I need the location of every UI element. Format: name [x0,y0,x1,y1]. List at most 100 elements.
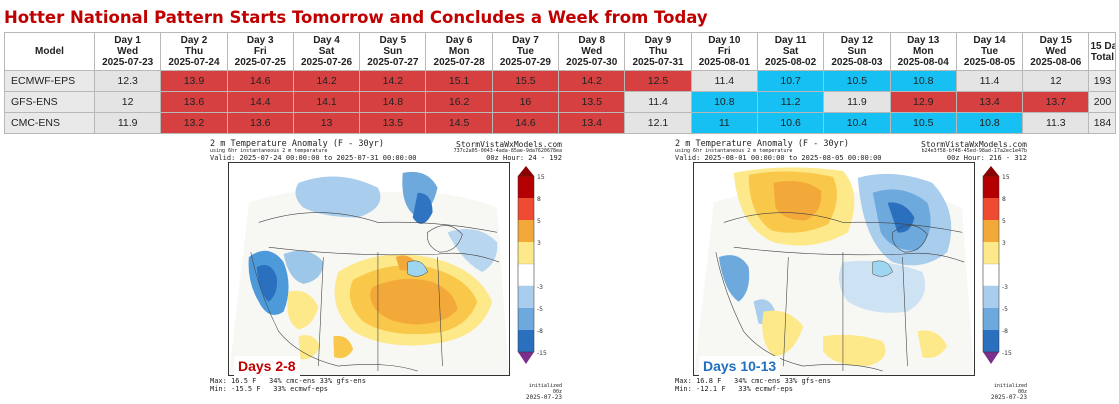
value-cell: 13 [292,112,361,134]
colorbar-tick: -15 [537,350,547,357]
value-cell: 14.6 [491,112,560,134]
value-cell: 12 [1022,70,1090,92]
map-subtitle: using 6hr instantaneous 2 m temperature [675,148,793,154]
map-title: 2 m Temperature Anomaly (F - 30yr) [675,139,849,149]
colorbar-tick: -8 [537,328,543,335]
day-column-header: Day 15 Wed 2025-08-06 [1022,32,1090,71]
model-name-cell: ECMWF-EPS [4,70,95,92]
value-cell: 13.2 [160,112,228,134]
colorbar-tick: 5 [1002,218,1006,225]
temperature-anomaly-map [228,162,510,376]
value-cell: 14.5 [425,112,493,134]
colorbar-tick: 8 [537,196,541,203]
day-column-header: Day 2 Thu 2025-07-24 [160,32,228,71]
map-panel-days-10-13: 2 m Temperature Anomaly (F - 30yr) using… [675,140,1027,402]
value-cell: 11.2 [756,91,825,113]
value-cell: 12.9 [889,91,957,113]
initialized-date: 2025-07-23 [990,394,1027,401]
map-header: 2 m Temperature Anomaly (F - 30yr) using… [675,140,1027,162]
value-cell: 10.4 [823,112,891,134]
total-column-header: 15 DayTotal [1088,32,1117,71]
value-cell: 13.6 [226,112,294,134]
map-header: 2 m Temperature Anomaly (F - 30yr) using… [210,140,562,162]
value-cell: 14.4 [226,91,294,113]
colorbar: 15 8 5 3 -3 -5 -8 -15 [982,166,1012,364]
map-min: Min: -12.1 F [675,384,726,393]
value-cell: 11.4 [955,70,1024,92]
map-footer: Max: 16.8 F 34% cmc-ens 33% gfs-ens Min:… [675,377,1027,402]
map-panel-days-2-8: 2 m Temperature Anomaly (F - 30yr) using… [210,140,562,402]
value-cell: 12.5 [624,70,692,92]
map-hour-range: Hour: 216 - 312 [963,153,1027,162]
day-column-header: Day 10 Fri 2025-08-01 [690,32,758,71]
value-cell: 12 [93,91,162,113]
map-footer: Max: 16.5 F 34% cmc-ens 33% gfs-ens Min:… [210,377,562,402]
value-cell: 12.3 [93,70,162,92]
map-hour-range: Hour: 24 - 192 [502,153,562,162]
colorbar-tick: 8 [1002,196,1006,203]
map-max: Max: 16.5 F [210,377,257,385]
initialized-run: 00z [552,388,562,395]
value-cell: 14.6 [226,70,294,92]
day-column-header: Day 3 Fri 2025-07-25 [226,32,294,71]
map-subtitle: using 6hr instantaneous 2 m temperature [210,148,328,154]
map-weights: 34% cmc-ens 33% gfs-ens [269,377,366,385]
value-cell: 14.2 [558,70,626,92]
colorbar-tick: 3 [537,240,541,247]
day-column-header: Day 9 Thu 2025-07-31 [624,32,692,71]
day-column-header: Day 4 Sat 2025-07-26 [292,32,361,71]
initialized-label: initialized [528,383,562,389]
total-cell: 184 [1088,112,1117,134]
value-cell: 16.2 [425,91,493,113]
degree-day-table: Model Day 1 Wed 2025-07-23 Day 2 Thu 2025-07… [4,32,1117,134]
value-cell: 11.9 [93,112,162,134]
value-cell: 10.8 [690,91,758,113]
map-weights: 34% cmc-ens 33% gfs-ens [734,377,831,385]
value-cell: 14.8 [359,91,427,113]
page-title: Hotter National Pattern Starts Tomorrow … [4,8,708,27]
value-cell: 14.2 [359,70,427,92]
value-cell: 10.6 [756,112,825,134]
table-row: ECMWF-EPS 12.3 13.9 14.6 14.2 14.2 15.1 … [4,70,1117,92]
model-name-cell: GFS-ENS [4,91,95,113]
value-cell: 14.2 [292,70,361,92]
total-cell: 193 [1088,70,1117,92]
value-cell: 11 [690,112,758,134]
colorbar-tick: -5 [1002,306,1008,313]
value-cell: 14.1 [292,91,361,113]
colorbar-tick: -3 [1002,284,1008,291]
map-graphic [229,163,509,375]
value-cell: 15.1 [425,70,493,92]
map-weights-2: 33% ecmwf-eps [738,384,794,393]
table-row: GFS-ENS 12 13.6 14.4 14.1 14.8 16.2 16 1… [4,91,1117,113]
map-run: 00z [946,153,960,162]
value-cell: 13.4 [955,91,1024,113]
day-column-header: Day 11 Sat 2025-08-02 [756,32,825,71]
value-cell: 13.9 [160,70,228,92]
total-cell: 200 [1088,91,1117,113]
map-valid-range: Valid: 2025-08-01 00:00:00 to 2025-08-05… [675,153,882,162]
colorbar-tick: 5 [537,218,541,225]
map-hash: b24e3f58-bf48-45ed-98ad-17a2ec1e47b [921,148,1027,154]
value-cell: 13.7 [1022,91,1090,113]
map-hash: 737c2a05-0043-4ada-85ae-9da7620678ea [453,148,562,154]
colorbar-tick: -15 [1002,350,1012,357]
value-cell: 10.5 [823,70,891,92]
day-column-header: Day 5 Sun 2025-07-27 [359,32,427,71]
initialized-run: 00z [1017,388,1027,395]
value-cell: 11.4 [690,70,758,92]
map-site: StormVistaWxModels.com [456,140,562,149]
value-cell: 13.5 [558,91,626,113]
value-cell: 11.9 [823,91,891,113]
value-cell: 11.3 [1022,112,1090,134]
day-column-header: Day 7 Tue 2025-07-29 [491,32,560,71]
map-title: 2 m Temperature Anomaly (F - 30yr) [210,139,384,149]
initialized-date: 2025-07-23 [525,394,562,401]
value-cell: 16 [491,91,560,113]
days-label: Days 10-13 [699,356,781,376]
temperature-anomaly-map [693,162,975,376]
colorbar-tick: -3 [537,284,543,291]
value-cell: 12.1 [624,112,692,134]
colorbar-tick: 15 [1002,174,1010,181]
table-row: CMC-ENS 11.9 13.2 13.6 13 13.5 14.5 14.6… [4,112,1117,134]
